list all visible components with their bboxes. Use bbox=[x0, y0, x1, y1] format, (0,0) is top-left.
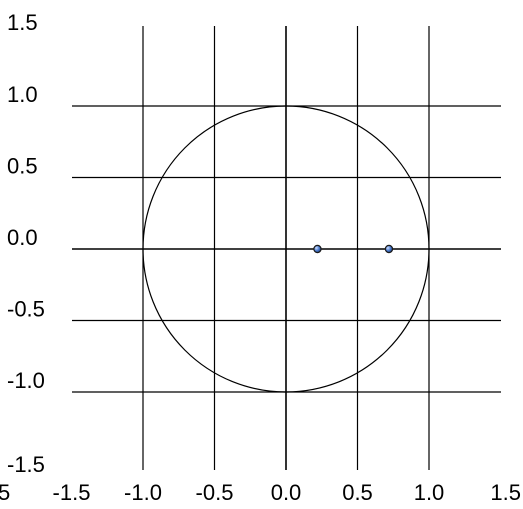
data-points bbox=[313, 244, 394, 254]
y-tick-label: -1.5 bbox=[7, 452, 45, 477]
x-tick-label: 0.5 bbox=[342, 480, 373, 505]
y-tick-label: -0.5 bbox=[7, 297, 45, 322]
x-tick-label: 0.0 bbox=[271, 480, 302, 505]
grid-lines bbox=[72, 26, 501, 470]
x-tick-label: -1.5 bbox=[53, 480, 91, 505]
circle-layer bbox=[142, 105, 430, 393]
data-point-2 bbox=[384, 244, 394, 254]
x-tick-label: -0.5 bbox=[196, 480, 234, 505]
unit-circle bbox=[142, 105, 430, 393]
x-tick-label: 1.5 bbox=[490, 480, 521, 505]
y-tick-label: 1.5 bbox=[7, 10, 38, 35]
y-tick-label: 0.0 bbox=[7, 225, 38, 250]
data-point-1 bbox=[313, 244, 322, 254]
x-tick-label: 1.0 bbox=[414, 480, 445, 505]
y-tick-label: 1.0 bbox=[7, 82, 38, 107]
x-tick-label: -1.0 bbox=[124, 480, 162, 505]
x-tick-label: 5 bbox=[0, 480, 10, 505]
tick-labels: 1.5 1.0 0.5 0.0 -0.5 -1.0 -1.5 5 -1.5 -1.0 -0.5 0.0… bbox=[0, 10, 521, 505]
y-tick-label: 0.5 bbox=[7, 154, 38, 179]
y-tick-label: -1.0 bbox=[7, 368, 45, 393]
